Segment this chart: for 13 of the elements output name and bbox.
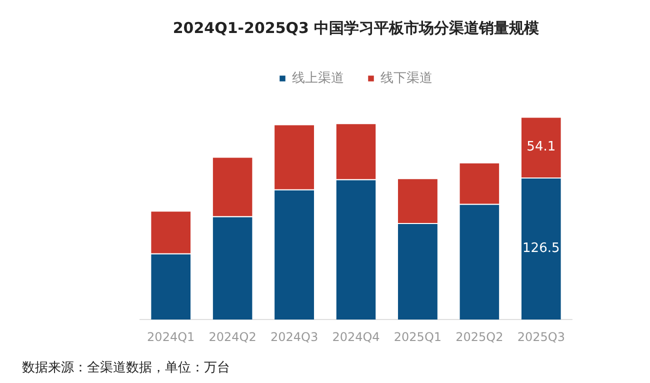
x-tick-label: 2024Q4 <box>332 330 380 344</box>
x-tick-label: 2025Q3 <box>517 330 565 344</box>
data-label: 54.1 <box>526 140 556 155</box>
x-tick-label: 2025Q2 <box>456 330 504 344</box>
x-tick-label: 2024Q1 <box>147 330 195 344</box>
x-tick-label: 2025Q1 <box>394 330 442 344</box>
data-label: 126.5 <box>522 240 560 256</box>
legend-label: 线下渠道 <box>380 70 432 86</box>
source-note: 数据来源：全渠道数据，单位：万台 <box>22 360 230 376</box>
legend-label: 线上渠道 <box>292 70 344 86</box>
x-tick-label: 2024Q2 <box>208 330 256 344</box>
x-tick-label: 2024Q3 <box>270 330 318 344</box>
chart-title: 2024Q1-2025Q3 中国学习平板市场分渠道销量规模 <box>172 18 540 37</box>
